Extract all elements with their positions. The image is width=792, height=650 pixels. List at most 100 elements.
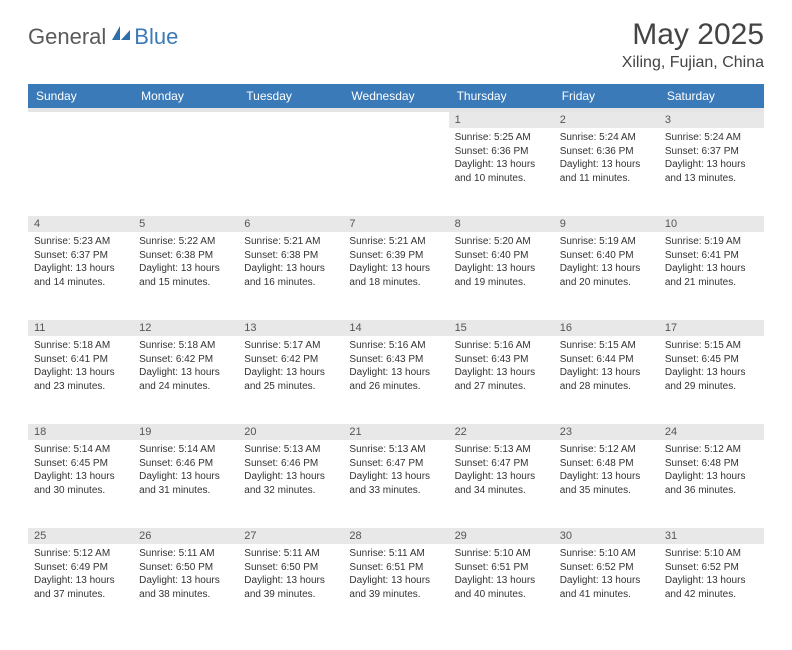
day-number-cell [133,110,238,128]
day-number-cell: 18 [28,424,133,440]
day-number-cell: 5 [133,216,238,232]
day-number-cell [238,110,343,128]
day-content-cell: Sunrise: 5:19 AMSunset: 6:41 PMDaylight:… [659,232,764,320]
day-number-cell: 26 [133,528,238,544]
day-number-cell: 13 [238,320,343,336]
month-title: May 2025 [622,18,764,52]
day-number-row: 123 [28,110,764,128]
day-number-cell: 27 [238,528,343,544]
day-number-cell: 28 [343,528,448,544]
day-content-cell: Sunrise: 5:10 AMSunset: 6:51 PMDaylight:… [449,544,554,632]
day-content-cell: Sunrise: 5:18 AMSunset: 6:41 PMDaylight:… [28,336,133,424]
day-number-cell: 7 [343,216,448,232]
sunset-line: Sunset: 6:51 PM [455,561,548,575]
daylight-line: Daylight: 13 hours and 39 minutes. [244,574,337,601]
daylight-line: Daylight: 13 hours and 33 minutes. [349,470,442,497]
day-content-cell: Sunrise: 5:17 AMSunset: 6:42 PMDaylight:… [238,336,343,424]
day-number-cell: 4 [28,216,133,232]
sunrise-line: Sunrise: 5:15 AM [560,339,653,353]
day-content-cell: Sunrise: 5:10 AMSunset: 6:52 PMDaylight:… [659,544,764,632]
logo: General Blue [28,24,178,50]
day-content-cell: Sunrise: 5:15 AMSunset: 6:44 PMDaylight:… [554,336,659,424]
day-number-cell: 23 [554,424,659,440]
sunset-line: Sunset: 6:49 PM [34,561,127,575]
sunset-line: Sunset: 6:36 PM [455,145,548,159]
day-number-cell: 10 [659,216,764,232]
sunrise-line: Sunrise: 5:24 AM [560,131,653,145]
sunrise-line: Sunrise: 5:21 AM [244,235,337,249]
day-number-cell: 19 [133,424,238,440]
sunrise-line: Sunrise: 5:12 AM [560,443,653,457]
day-number-cell: 1 [449,110,554,128]
title-block: May 2025 Xiling, Fujian, China [622,18,764,72]
daylight-line: Daylight: 13 hours and 16 minutes. [244,262,337,289]
day-of-week-header: Thursday [449,84,554,110]
sunrise-line: Sunrise: 5:19 AM [665,235,758,249]
sunset-line: Sunset: 6:48 PM [665,457,758,471]
day-content-row: Sunrise: 5:25 AMSunset: 6:36 PMDaylight:… [28,128,764,216]
sunrise-line: Sunrise: 5:21 AM [349,235,442,249]
day-content-cell: Sunrise: 5:11 AMSunset: 6:51 PMDaylight:… [343,544,448,632]
day-content-cell: Sunrise: 5:11 AMSunset: 6:50 PMDaylight:… [238,544,343,632]
day-number-cell: 21 [343,424,448,440]
day-number-row: 25262728293031 [28,528,764,544]
sunset-line: Sunset: 6:41 PM [34,353,127,367]
day-number-cell: 17 [659,320,764,336]
sunrise-line: Sunrise: 5:12 AM [34,547,127,561]
logo-text-general: General [28,24,106,50]
sunrise-line: Sunrise: 5:14 AM [139,443,232,457]
day-number-cell [343,110,448,128]
daylight-line: Daylight: 13 hours and 25 minutes. [244,366,337,393]
sunrise-line: Sunrise: 5:19 AM [560,235,653,249]
day-number-cell: 25 [28,528,133,544]
day-number-cell: 9 [554,216,659,232]
location: Xiling, Fujian, China [622,54,764,72]
day-number-cell: 16 [554,320,659,336]
sunset-line: Sunset: 6:52 PM [560,561,653,575]
sunset-line: Sunset: 6:37 PM [665,145,758,159]
sunrise-line: Sunrise: 5:15 AM [665,339,758,353]
daylight-line: Daylight: 13 hours and 40 minutes. [455,574,548,601]
sunset-line: Sunset: 6:50 PM [244,561,337,575]
day-of-week-header: Sunday [28,84,133,110]
daylight-line: Daylight: 13 hours and 41 minutes. [560,574,653,601]
day-of-week-header: Tuesday [238,84,343,110]
sunrise-line: Sunrise: 5:16 AM [349,339,442,353]
day-number-row: 11121314151617 [28,320,764,336]
sunrise-line: Sunrise: 5:14 AM [34,443,127,457]
day-content-row: Sunrise: 5:18 AMSunset: 6:41 PMDaylight:… [28,336,764,424]
day-content-cell: Sunrise: 5:12 AMSunset: 6:48 PMDaylight:… [554,440,659,528]
day-of-week-row: SundayMondayTuesdayWednesdayThursdayFrid… [28,84,764,110]
sunset-line: Sunset: 6:42 PM [139,353,232,367]
day-number-cell: 14 [343,320,448,336]
daylight-line: Daylight: 13 hours and 14 minutes. [34,262,127,289]
sunset-line: Sunset: 6:45 PM [34,457,127,471]
daylight-line: Daylight: 13 hours and 42 minutes. [665,574,758,601]
day-content-cell: Sunrise: 5:20 AMSunset: 6:40 PMDaylight:… [449,232,554,320]
sunset-line: Sunset: 6:42 PM [244,353,337,367]
daylight-line: Daylight: 13 hours and 19 minutes. [455,262,548,289]
day-content-cell: Sunrise: 5:23 AMSunset: 6:37 PMDaylight:… [28,232,133,320]
sunrise-line: Sunrise: 5:24 AM [665,131,758,145]
sunrise-line: Sunrise: 5:10 AM [665,547,758,561]
sunrise-line: Sunrise: 5:13 AM [244,443,337,457]
daylight-line: Daylight: 13 hours and 26 minutes. [349,366,442,393]
sunrise-line: Sunrise: 5:13 AM [455,443,548,457]
day-content-cell: Sunrise: 5:19 AMSunset: 6:40 PMDaylight:… [554,232,659,320]
day-content-cell [28,128,133,216]
sunrise-line: Sunrise: 5:17 AM [244,339,337,353]
day-of-week-header: Friday [554,84,659,110]
daylight-line: Daylight: 13 hours and 32 minutes. [244,470,337,497]
day-content-cell [343,128,448,216]
sunrise-line: Sunrise: 5:22 AM [139,235,232,249]
sunrise-line: Sunrise: 5:11 AM [349,547,442,561]
day-content-cell: Sunrise: 5:12 AMSunset: 6:48 PMDaylight:… [659,440,764,528]
daylight-line: Daylight: 13 hours and 37 minutes. [34,574,127,601]
day-content-row: Sunrise: 5:12 AMSunset: 6:49 PMDaylight:… [28,544,764,632]
daylight-line: Daylight: 13 hours and 10 minutes. [455,158,548,185]
day-of-week-header: Saturday [659,84,764,110]
daylight-line: Daylight: 13 hours and 21 minutes. [665,262,758,289]
day-number-cell: 3 [659,110,764,128]
day-number-cell: 11 [28,320,133,336]
sunset-line: Sunset: 6:46 PM [244,457,337,471]
